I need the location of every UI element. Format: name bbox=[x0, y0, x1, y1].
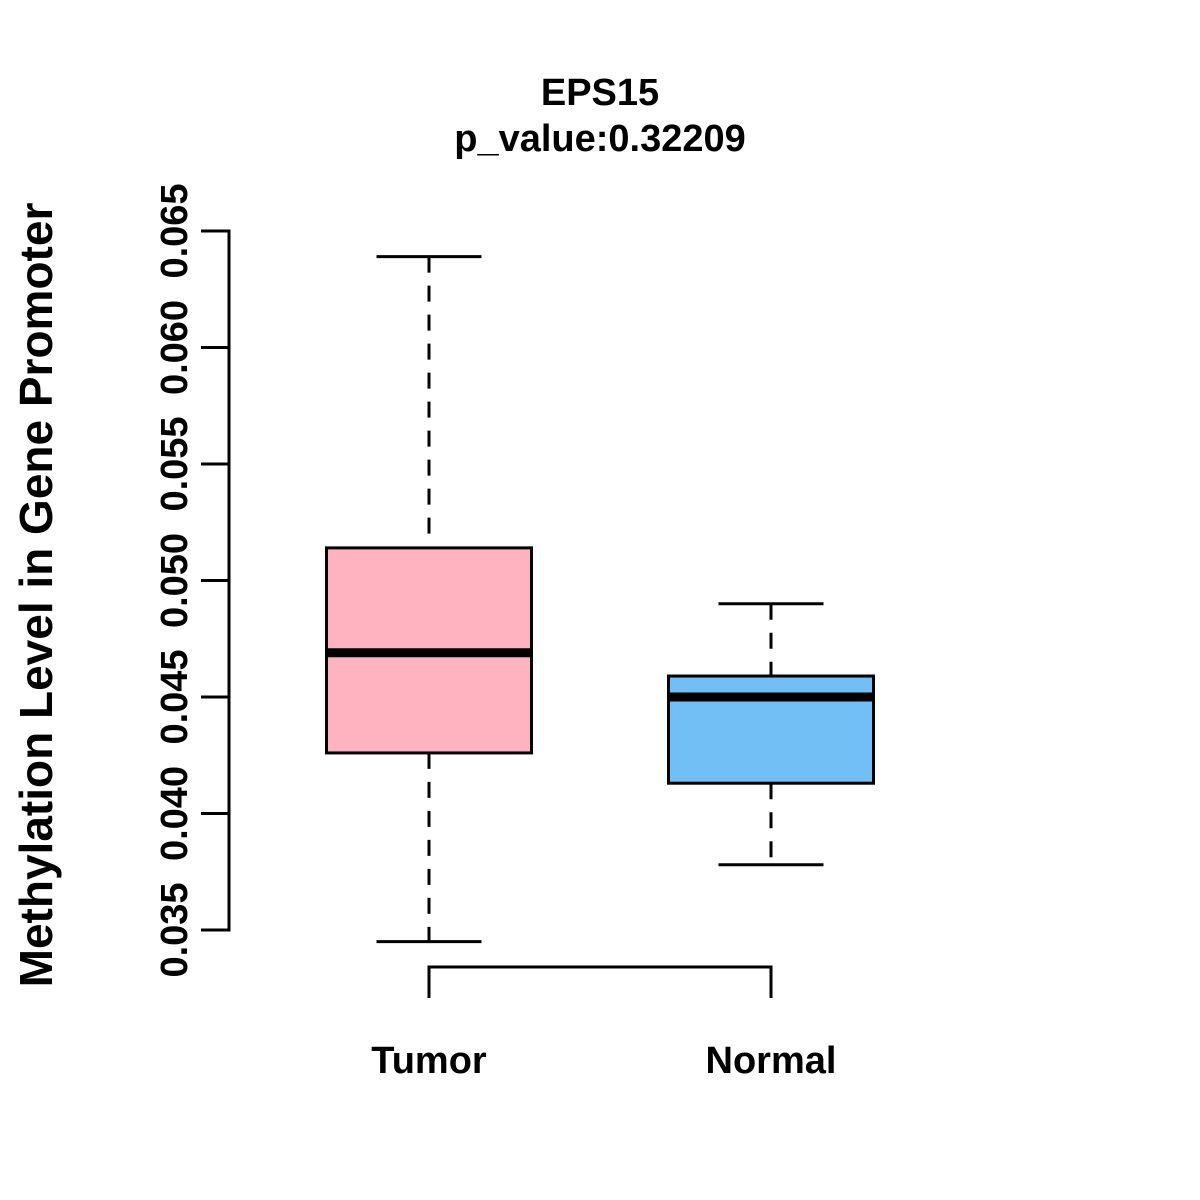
chart-title-block: EPS15 p_value:0.32209 bbox=[0, 70, 1200, 162]
y-axis-tick-label: 0.040 bbox=[154, 766, 196, 861]
comparison-bracket bbox=[427, 965, 773, 998]
y-axis-tick-label: 0.035 bbox=[154, 882, 196, 977]
y-axis-tick-label: 0.055 bbox=[154, 416, 196, 511]
box-normal bbox=[667, 674, 875, 785]
category-label-tumor: Tumor bbox=[371, 1040, 487, 1082]
y-axis-tick-label: 0.060 bbox=[154, 300, 196, 395]
y-axis-tick-label: 0.050 bbox=[154, 533, 196, 628]
category-label-normal: Normal bbox=[706, 1040, 837, 1082]
chart-title: EPS15 bbox=[540, 72, 660, 114]
chart-subtitle: p_value:0.32209 bbox=[454, 118, 746, 160]
y-axis-tick-label: 0.065 bbox=[154, 183, 196, 278]
y-axis-tick-label: 0.045 bbox=[154, 649, 196, 744]
